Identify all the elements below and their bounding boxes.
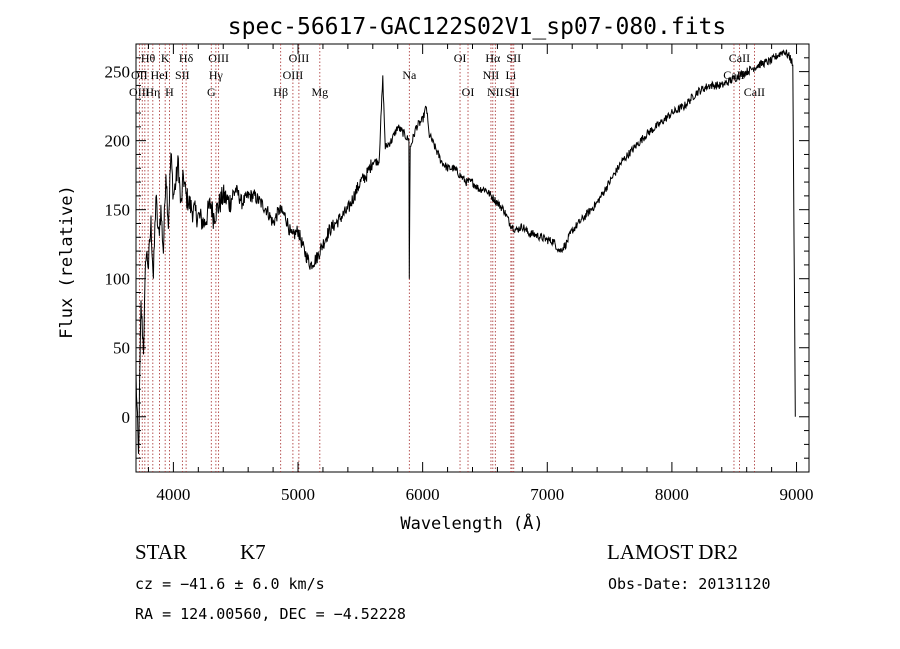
survey-name: LAMOST DR2 [607,540,738,564]
obs-date: Obs-Date: 20131120 [608,575,771,593]
emission-line-label: SII [505,85,520,99]
emission-line-label: SII [175,68,190,82]
plot-area: Hθ K Hδ OIII OIII OI Hα SII CaII OII HeI SII Hγ OIII N… [105,43,814,504]
velocity-text: cz = −41.6 ± 6.0 km/s [135,575,325,593]
spectrum-line [135,49,796,454]
emission-line-label: OIII [289,51,310,65]
x-axis-label: Wavelength (Å) [400,512,543,534]
emission-line-label: Hα [485,51,501,65]
emission-line-label: Mg [311,85,328,99]
emission-line-label: OII [131,68,148,82]
emission-line-label: SII [506,51,521,65]
emission-line-markers [138,44,755,472]
subclass: K7 [240,540,266,564]
emission-line-label: Hδ [179,51,194,65]
emission-line-label: OIII [283,68,304,82]
x-tick-label: 9000 [780,485,814,504]
emission-line-label: CaII [729,51,750,65]
emission-line-label: OIII [129,85,150,99]
x-tick-label: 5000 [281,485,315,504]
emission-line-label: OI [462,85,475,99]
emission-line-label: Li [506,68,517,82]
y-tick-label: 250 [105,63,131,82]
x-tick-label: 8000 [655,485,689,504]
emission-line-label: NII [487,85,504,99]
x-tick-label: 7000 [530,485,564,504]
y-axis-label: Flux (relative) [57,185,77,339]
emission-line-label: CaII [744,85,765,99]
coordinates: RA = 124.00560, DEC = −4.52228 [135,605,406,623]
chart-title: spec-56617-GAC122S02V1_sp07-080.fits [228,14,727,40]
y-tick-label: 150 [105,201,131,220]
emission-line-label: Hβ [273,85,288,99]
y-axis-ticks: 0 50 100 150 200 250 [105,57,809,459]
emission-line-labels: Hθ K Hδ OIII OIII OI Hα SII CaII OII HeI SII Hγ OIII N… [129,51,765,99]
emission-line-label: Hγ [209,68,224,82]
emission-line-label: Hη [145,85,160,99]
emission-line-label: HeI [151,68,169,82]
x-tick-label: 4000 [156,485,190,504]
y-tick-label: 0 [122,408,131,427]
y-tick-label: 100 [105,270,131,289]
plot-frame [135,43,810,473]
emission-line-label: Na [402,68,417,82]
emission-line-label: K [161,51,170,65]
emission-line-label: H [165,85,174,99]
emission-line-label: G [207,85,216,99]
object-class: STAR [135,540,187,564]
y-tick-label: 50 [113,339,130,358]
y-tick-label: 200 [105,132,131,151]
emission-line-label: OIII [208,51,229,65]
x-tick-label: 6000 [406,485,440,504]
emission-line-label: OI [454,51,467,65]
emission-line-label: Hθ [141,51,156,65]
emission-line-label: NII [483,68,500,82]
x-axis-ticks: 4000 5000 6000 7000 8000 9000 [147,44,814,504]
